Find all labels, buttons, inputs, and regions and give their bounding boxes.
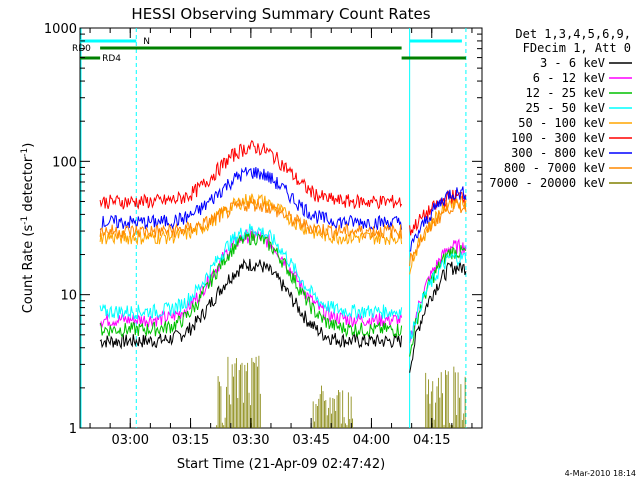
series-9	[216, 355, 466, 428]
x-axis-label: Start Time (21-Apr-09 02:47:42)	[177, 457, 385, 472]
legend-label: 6 - 12 keV	[533, 71, 605, 85]
y-axis-label: Count Rate (s-1 detector-1)	[20, 143, 36, 314]
series-trace	[409, 252, 467, 344]
n-flag-label: N	[143, 37, 150, 47]
rd4-flag-label: RD4	[102, 54, 121, 64]
x-tick-label: 04:00	[353, 433, 390, 448]
x-tick-label: 03:30	[232, 433, 269, 448]
x-tick-label: 03:45	[292, 433, 329, 448]
y-axis: 1 10 100 1000	[44, 22, 482, 437]
x-axis: 03:00 03:15 03:30 03:45 04:00 04:15	[89, 28, 473, 448]
series-trace	[409, 244, 467, 357]
legend-label: 800 - 7000 keV	[504, 161, 605, 175]
series-trace	[99, 197, 403, 240]
legend-label: 3 - 6 keV	[540, 56, 605, 70]
x-tick-label: 03:15	[172, 433, 209, 448]
series-trace	[99, 258, 403, 350]
series-trace	[409, 261, 467, 373]
x-tick-label: 03:00	[112, 433, 149, 448]
series-8	[99, 197, 467, 267]
series-trace	[99, 139, 403, 210]
series-trace	[99, 166, 403, 231]
legend-label: 100 - 300 keV	[511, 131, 605, 145]
legend-header-line-2: FDecim 1, Att 0	[523, 41, 631, 55]
y-tick-label: 100	[52, 155, 77, 170]
series-trace	[99, 223, 403, 321]
series-trace	[409, 189, 467, 236]
legend-label: 50 - 100 keV	[518, 116, 605, 130]
series-trace	[409, 197, 467, 267]
series-trace	[409, 186, 467, 252]
timestamp-label: 4-Mar-2010 18:14	[565, 469, 636, 478]
y-tick-label: 10	[60, 289, 77, 304]
series-4	[99, 223, 467, 344]
legend-label: 12 - 25 keV	[526, 86, 605, 100]
legend-header-line-1: Det 1,3,4,5,6,9,	[515, 27, 631, 41]
y-tick-label: 1	[69, 422, 77, 437]
series-3	[99, 231, 467, 357]
legend: Det 1,3,4,5,6,9, FDecim 1, Att 0 3 - 6 k…	[489, 27, 632, 190]
series-7	[99, 166, 467, 252]
x-tick-label: 04:15	[413, 433, 450, 448]
legend-label: 300 - 800 keV	[511, 146, 605, 160]
legend-label: 25 - 50 keV	[526, 101, 605, 115]
y-tick-label: 1000	[44, 22, 77, 37]
series-trace	[99, 231, 403, 339]
chart-title: HESSI Observing Summary Count Rates	[131, 5, 430, 23]
legend-label: 7000 - 20000 keV	[489, 176, 605, 190]
plot-frame	[79, 27, 483, 429]
series-1	[99, 258, 467, 373]
